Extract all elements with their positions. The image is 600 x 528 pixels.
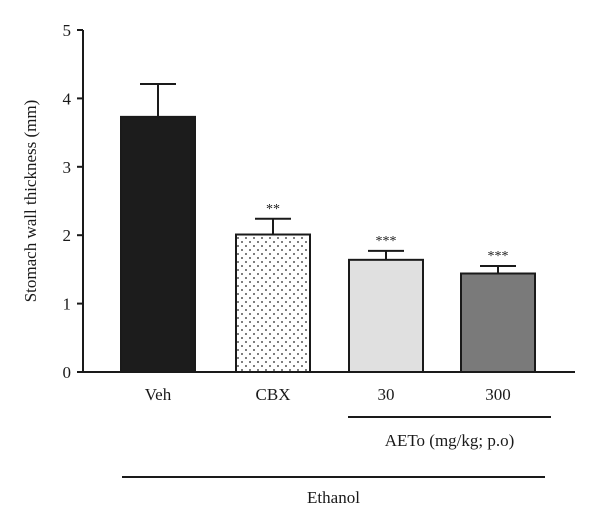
bars: Veh ** CBX *** 30 *** 300: [120, 83, 536, 404]
bar-3: [460, 272, 536, 373]
significance-label-2: ***: [376, 234, 397, 249]
y-tick-label-3: 3: [63, 158, 72, 177]
y-tick-label-2: 2: [63, 226, 72, 245]
group-brackets: AETo (mg/kg; p.o) Ethanol: [122, 416, 551, 507]
bar-0: [120, 115, 196, 373]
y-tick-label-0: 0: [63, 363, 72, 382]
group-label-0: AETo (mg/kg; p.o): [385, 431, 515, 450]
bar-2: [348, 258, 424, 374]
y-tick-label-1: 1: [63, 295, 72, 314]
y-axis-title: Stomach wall thickness (mm): [21, 100, 40, 303]
category-label-1: CBX: [256, 385, 291, 404]
significance-label-1: **: [266, 202, 280, 217]
category-label-2: 30: [378, 385, 395, 404]
category-label-3: 300: [485, 385, 511, 404]
significance-label-3: ***: [488, 249, 509, 264]
y-tick-label-4: 4: [63, 89, 72, 108]
group-label-1: Ethanol: [307, 488, 360, 507]
y-tick-label-5: 5: [63, 21, 72, 40]
bar-1: [235, 233, 311, 373]
category-label-0: Veh: [145, 385, 172, 404]
